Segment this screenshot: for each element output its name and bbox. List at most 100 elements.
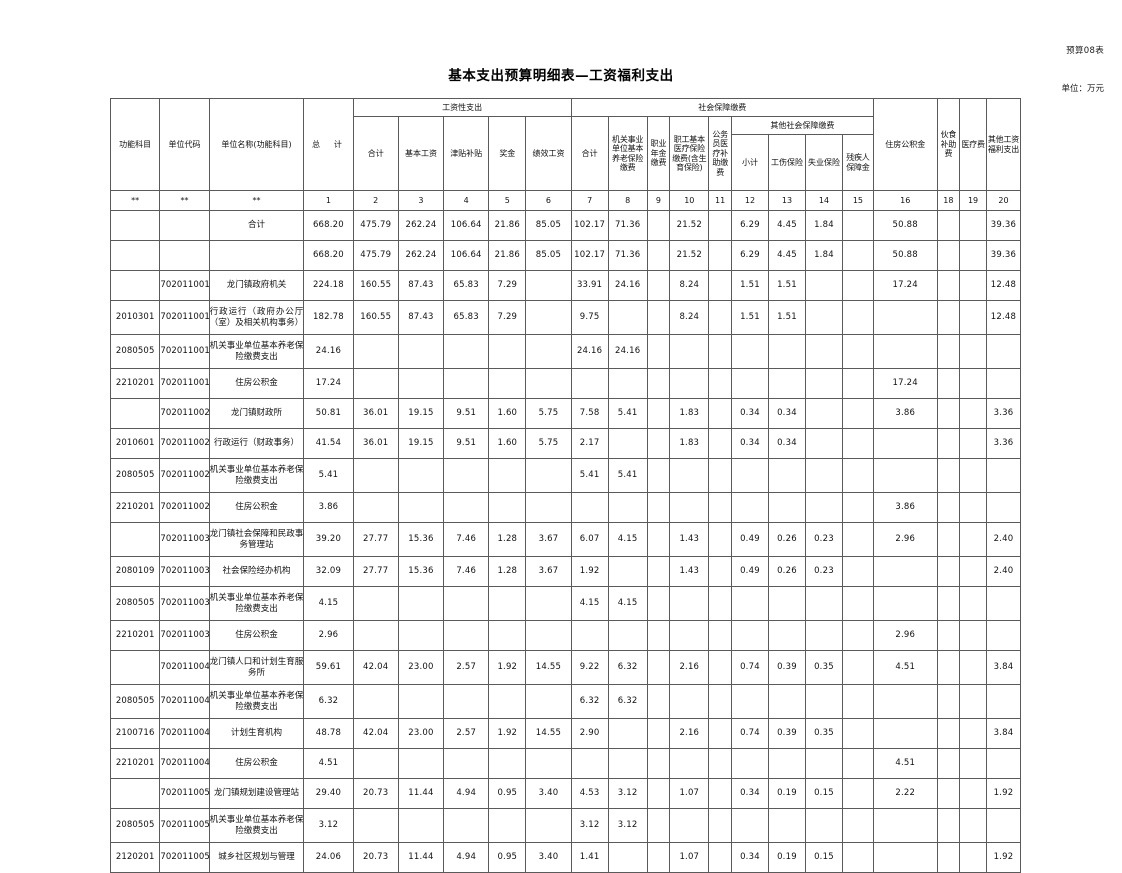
cell-basic-wage <box>397 492 445 523</box>
table-row: 702011003 龙门镇社会保障和民政事务管理站 39.20 27.77 15.36 7… <box>109 522 1022 557</box>
cell-social-subtotal <box>570 368 609 399</box>
cell-function-code: 2080505 <box>109 458 161 493</box>
cell-function-code <box>109 522 161 557</box>
cell-social-subtotal: 5.41 <box>570 458 609 493</box>
cell-medical-fee <box>959 718 987 749</box>
cell-annuity <box>646 270 671 301</box>
table-row: 702011002 龙门镇财政所 50.81 36.01 19.15 9.51 1.60 5.… <box>109 398 1022 429</box>
cell-annuity <box>646 778 671 809</box>
cell-civil-medical <box>708 240 732 271</box>
cell-bonus: 1.28 <box>488 522 527 557</box>
cell-other-social-subtotal: 1.51 <box>730 270 769 301</box>
cell-bonus: 7.29 <box>488 300 527 335</box>
cell-allowance: 65.83 <box>443 270 490 301</box>
table-row: 2080505 702011003 机关事业单位基本养老保险缴费支出 4.15 4.15… <box>109 586 1022 621</box>
header-food-allowance: 伙食补助费 <box>936 98 961 191</box>
cell-unemployment <box>804 808 843 843</box>
header-row-sub1: 合计 基本工资 津贴补贴 奖金 绩效工资 合计 机关事业单位基本养老保险缴费 职… <box>111 116 1021 191</box>
cell-social-subtotal: 24.16 <box>570 334 609 369</box>
cell-wage-subtotal: 475.79 <box>352 210 399 241</box>
cell-civil-medical <box>708 428 732 459</box>
col-number-3: 3 <box>397 190 445 211</box>
table-row: 668.20 475.79 262.24 106.64 21.86 85.05 102.17… <box>109 240 1022 271</box>
cell-pension <box>607 842 648 873</box>
cell-bonus <box>488 458 527 493</box>
cell-unit-code: 702011001 <box>159 334 210 369</box>
cell-housing-fund: 3.86 <box>872 492 938 523</box>
cell-performance-wage <box>525 300 572 335</box>
cell-unit-code <box>159 210 210 241</box>
cell-unit-name: 机关事业单位基本养老保险缴费支出 <box>208 808 305 843</box>
table-row: 2100716 702011004 计划生育机构 48.78 42.04 23.00 2.5… <box>109 718 1022 749</box>
cell-civil-medical <box>708 210 732 241</box>
cell-work-injury <box>767 620 806 651</box>
cell-food-allowance <box>936 842 961 873</box>
cell-other-welfare <box>985 586 1022 621</box>
cell-medical-fee <box>959 300 987 335</box>
cell-function-code: 2010301 <box>109 300 161 335</box>
cell-medical-insurance: 1.43 <box>669 556 710 587</box>
cell-social-subtotal <box>570 492 609 523</box>
col-star-function: ** <box>109 190 161 211</box>
cell-civil-medical <box>708 650 732 685</box>
col-number-7: 7 <box>570 190 609 211</box>
cell-other-social-subtotal <box>730 586 769 621</box>
cell-pension: 4.15 <box>607 586 648 621</box>
cell-annuity <box>646 808 671 843</box>
cell-other-welfare: 12.48 <box>985 270 1022 301</box>
cell-work-injury <box>767 492 806 523</box>
cell-disability-fund <box>841 778 874 809</box>
cell-grand-total: 50.81 <box>303 398 354 429</box>
cell-civil-medical <box>708 368 732 399</box>
cell-unemployment <box>804 684 843 719</box>
cell-function-code: 2080505 <box>109 808 161 843</box>
cell-unit-name: 机关事业单位基本养老保险缴费支出 <box>208 458 305 493</box>
cell-disability-fund <box>841 684 874 719</box>
cell-wage-subtotal: 20.73 <box>352 842 399 873</box>
col-number-4: 4 <box>443 190 490 211</box>
cell-bonus <box>488 684 527 719</box>
cell-function-code <box>109 398 161 429</box>
cell-allowance <box>443 586 490 621</box>
cell-basic-wage <box>397 458 445 493</box>
cell-function-code <box>109 778 161 809</box>
cell-medical-fee <box>959 778 987 809</box>
cell-disability-fund <box>841 428 874 459</box>
cell-basic-wage <box>397 586 445 621</box>
cell-medical-insurance: 1.07 <box>669 842 710 873</box>
cell-food-allowance <box>936 458 961 493</box>
cell-food-allowance <box>936 808 961 843</box>
header-function-code: 功能科目 <box>109 98 161 191</box>
cell-medical-insurance <box>669 586 710 621</box>
cell-civil-medical <box>708 398 732 429</box>
cell-unit-code: 702011001 <box>159 270 210 301</box>
cell-performance-wage <box>525 620 572 651</box>
cell-medical-fee <box>959 240 987 271</box>
cell-housing-fund <box>872 300 938 335</box>
cell-grand-total: 24.16 <box>303 334 354 369</box>
cell-allowance: 65.83 <box>443 300 490 335</box>
cell-bonus: 1.28 <box>488 556 527 587</box>
cell-unemployment <box>804 492 843 523</box>
cell-civil-medical <box>708 270 732 301</box>
cell-housing-fund: 4.51 <box>872 650 938 685</box>
cell-food-allowance <box>936 684 961 719</box>
cell-annuity <box>646 492 671 523</box>
cell-other-social-subtotal <box>730 808 769 843</box>
cell-food-allowance <box>936 300 961 335</box>
cell-allowance: 106.64 <box>443 210 490 241</box>
cell-grand-total: 2.96 <box>303 620 354 651</box>
cell-medical-fee <box>959 458 987 493</box>
cell-pension <box>607 620 648 651</box>
cell-disability-fund <box>841 240 874 271</box>
cell-unit-name: 机关事业单位基本养老保险缴费支出 <box>208 684 305 719</box>
cell-other-social-subtotal: 0.49 <box>730 556 769 587</box>
cell-allowance <box>443 458 490 493</box>
cell-unit-name: 机关事业单位基本养老保险缴费支出 <box>208 334 305 369</box>
cell-bonus: 1.60 <box>488 428 527 459</box>
header-bonus: 奖金 <box>488 116 527 191</box>
cell-other-social-subtotal <box>730 684 769 719</box>
cell-allowance <box>443 684 490 719</box>
cell-function-code: 2210201 <box>109 492 161 523</box>
cell-other-welfare: 39.36 <box>985 240 1022 271</box>
